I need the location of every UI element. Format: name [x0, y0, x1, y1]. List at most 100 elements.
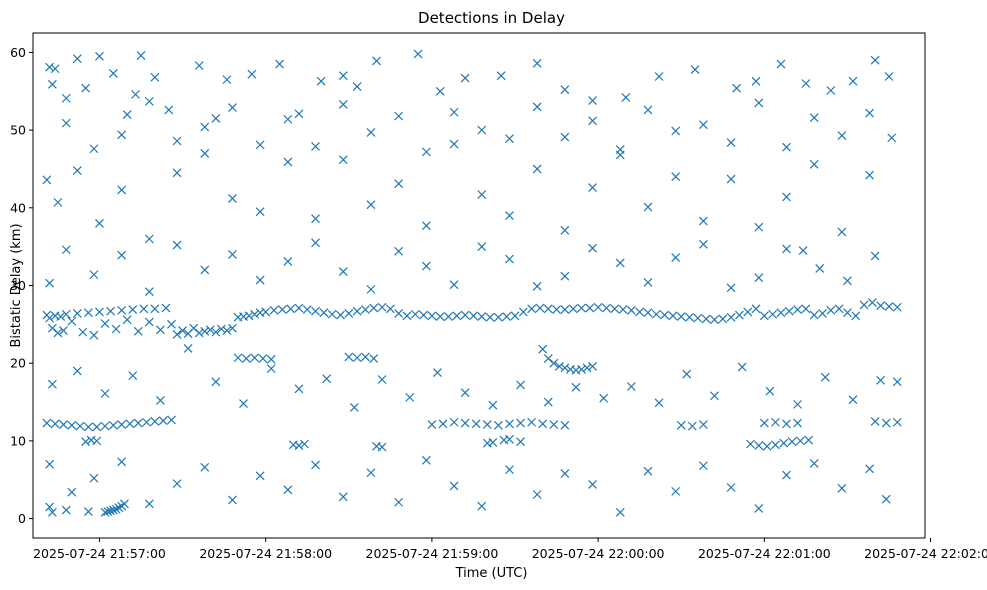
data-point	[743, 307, 753, 317]
data-point	[283, 485, 293, 495]
data-point	[311, 214, 320, 224]
data-point	[532, 102, 542, 112]
data-point	[144, 317, 154, 327]
data-point	[394, 497, 404, 507]
x-tick-label: 2025-07-24 21:58:00	[199, 546, 332, 561]
data-point	[95, 307, 104, 317]
data-point	[726, 312, 736, 322]
data-point	[283, 157, 293, 167]
data-point	[585, 303, 595, 313]
data-point	[804, 435, 814, 445]
data-point	[327, 309, 337, 319]
data-point	[250, 353, 260, 363]
data-point	[560, 420, 570, 430]
data-point	[294, 384, 304, 394]
data-point	[111, 504, 121, 514]
data-point	[884, 302, 894, 311]
data-point	[671, 486, 681, 496]
data-point	[621, 93, 631, 102]
data-point	[286, 304, 296, 314]
data-point	[261, 307, 271, 317]
data-point	[848, 76, 858, 86]
data-point	[543, 304, 553, 314]
data-point	[95, 218, 104, 228]
data-point	[693, 313, 703, 323]
data-point	[316, 76, 326, 86]
data-point	[394, 246, 404, 256]
data-point	[244, 311, 254, 321]
data-point	[45, 62, 55, 72]
data-point	[754, 441, 764, 450]
data-point	[108, 68, 118, 78]
data-point	[710, 315, 719, 325]
data-point	[427, 311, 437, 321]
data-point	[338, 492, 348, 502]
data-point	[770, 417, 780, 427]
data-point	[560, 271, 570, 281]
data-point	[167, 319, 176, 329]
data-point	[809, 310, 819, 320]
data-point	[302, 305, 312, 315]
data-point	[266, 364, 276, 374]
data-point	[671, 126, 681, 136]
data-point	[482, 420, 492, 429]
data-point	[560, 225, 570, 235]
data-point	[549, 358, 559, 368]
data-point	[599, 393, 609, 403]
data-point	[255, 207, 265, 217]
data-point	[435, 86, 445, 96]
data-point	[200, 326, 210, 336]
data-point	[737, 362, 747, 372]
data-point	[654, 72, 664, 81]
data-point	[78, 327, 88, 337]
data-point	[205, 325, 215, 335]
data-point	[754, 98, 764, 108]
data-point	[502, 312, 512, 322]
data-point	[42, 418, 52, 428]
data-point	[45, 459, 55, 469]
data-point	[759, 418, 769, 428]
data-point	[42, 175, 52, 185]
data-point	[61, 93, 71, 103]
data-point	[413, 49, 423, 59]
data-point	[419, 310, 429, 320]
data-point	[449, 139, 459, 149]
data-point	[294, 109, 304, 119]
data-point	[452, 311, 462, 321]
data-point	[222, 75, 232, 85]
data-point	[505, 419, 514, 429]
data-point	[144, 96, 154, 106]
data-point	[139, 304, 149, 314]
data-point	[277, 305, 287, 315]
data-point	[211, 377, 221, 387]
data-point	[108, 420, 118, 430]
data-point	[366, 468, 376, 478]
data-point	[538, 419, 548, 429]
data-point	[671, 172, 681, 182]
data-point	[128, 305, 138, 315]
data-point	[698, 216, 708, 226]
data-point	[726, 483, 736, 492]
data-point	[710, 391, 719, 401]
data-point	[50, 419, 60, 429]
data-point	[793, 399, 802, 409]
y-tick-label: 0	[18, 511, 26, 526]
data-point	[122, 315, 132, 325]
data-point	[449, 280, 459, 290]
data-point	[369, 354, 379, 363]
data-point	[876, 375, 886, 385]
data-point	[53, 197, 63, 207]
data-point	[311, 238, 320, 248]
data-point	[818, 309, 827, 318]
data-point	[144, 287, 154, 297]
data-point	[255, 471, 265, 481]
data-point	[776, 59, 786, 69]
y-tick-label: 20	[10, 356, 26, 371]
data-point	[81, 437, 91, 447]
data-point	[172, 168, 182, 178]
data-point	[751, 76, 761, 86]
data-point	[535, 303, 545, 313]
data-point	[867, 298, 877, 308]
data-point	[588, 243, 598, 253]
data-point	[200, 148, 210, 158]
